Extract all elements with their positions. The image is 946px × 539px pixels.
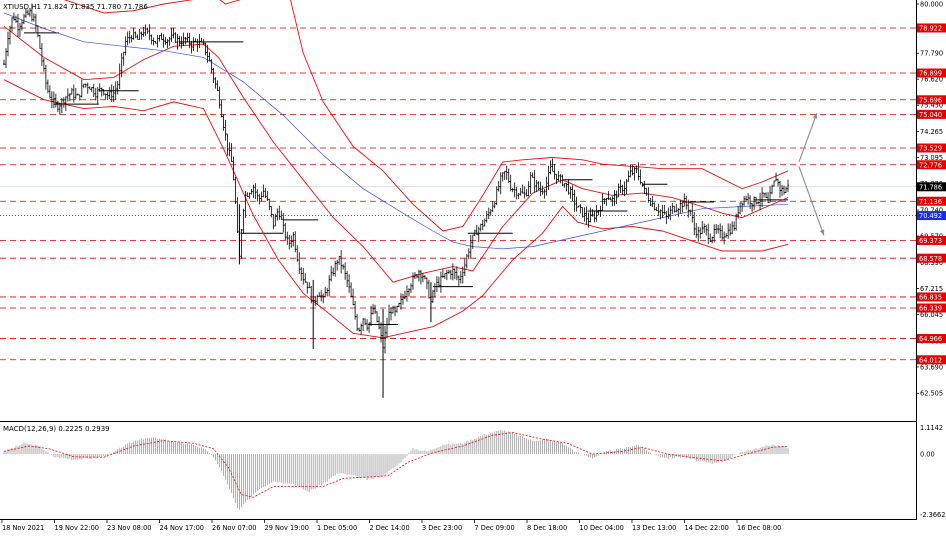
time-label-3: 24 Nov 17:00 (160, 524, 204, 532)
level-labels: 78.922 76.899 75.696 75.040 73.529 72.776 71.1… (917, 23, 946, 364)
level-label-0: 78.922 (919, 25, 942, 33)
time-label-11: 10 Dec 04:00 (580, 524, 624, 532)
bollinger-lower-line (3, 79, 789, 339)
level-tag-12 (917, 355, 946, 365)
moving-average-line (3, 12, 789, 250)
macd-signal-line (3, 432, 789, 498)
time-label-5: 29 Nov 19:00 (265, 524, 309, 532)
price-tick-label-0: 80.000 (920, 0, 943, 8)
time-label-6: 1 Dec 05:00 (317, 524, 357, 532)
level-label-7: 69.373 (919, 237, 942, 245)
time-label-2: 23 Nov 08:00 (107, 524, 151, 532)
candles (3, 3, 789, 398)
last-price-tag (917, 211, 946, 221)
price-tick-label-14: 63.690 (920, 363, 943, 371)
macd-pane[interactable]: MACD(12,26,9) 0.2225 0.2939 1.1142 0.00 -2… (3, 424, 945, 519)
projection-arrowhead-0 (812, 113, 818, 120)
level-label-10: 66.339 (919, 305, 942, 313)
horizontal-levels (0, 27, 916, 361)
level-tag-8 (917, 253, 946, 263)
time-label-8: 3 Dec 23:00 (422, 524, 462, 532)
level-tag-2 (917, 95, 946, 105)
time-axis: 18 Nov 2021 19 Nov 22:00 23 Nov 08:00 24 No… (1, 520, 781, 532)
macd-scale-label-0: 1.1142 (920, 424, 943, 432)
price-tick-label-3: 76.620 (920, 76, 943, 84)
level-label-9: 66.835 (919, 294, 942, 302)
level-tag-0 (917, 23, 946, 33)
level-tag-11 (917, 334, 946, 344)
price-tick-label-2: 77.790 (920, 50, 943, 58)
level-label-5: 72.776 (919, 161, 942, 169)
time-label-14: 16 Dec 08:00 (737, 524, 781, 532)
level-tag-4 (917, 143, 946, 153)
last-price-label: 70.492 (919, 212, 942, 220)
time-label-9: 7 Dec 09:00 (475, 524, 515, 532)
price-tick-label-11: 67.215 (920, 285, 943, 293)
current-price-label: 71.786 (919, 183, 942, 191)
time-label-12: 13 Dec 13:00 (632, 524, 676, 532)
level-label-1: 76.899 (919, 70, 942, 78)
projection-arrows (798, 112, 825, 236)
level-label-4: 73.529 (919, 145, 942, 153)
time-label-4: 26 Nov 07:00 (212, 524, 256, 532)
price-tick-label-5: 74.265 (920, 128, 943, 136)
current-price-tag (917, 182, 946, 192)
level-tag-3 (917, 109, 946, 119)
price-tick-label-4: 75.450 (920, 102, 943, 110)
level-tag-9 (917, 292, 946, 302)
price-tick-label-8: 70.740 (920, 206, 943, 214)
projection-arrow-1 (798, 166, 825, 236)
price-tick-label-6: 73.095 (920, 154, 943, 162)
macd-label: MACD(12,26,9) 0.2225 0.2939 (3, 425, 110, 433)
level-label-11: 64.966 (919, 335, 942, 343)
projection-arrowhead-1 (819, 229, 825, 236)
level-label-2: 75.696 (919, 96, 942, 104)
time-label-1: 19 Nov 22:00 (55, 524, 99, 532)
level-label-12: 64.012 (919, 356, 942, 364)
bollinger-upper-line (63, 0, 789, 232)
indicators (3, 0, 789, 339)
symbol-info: XTIUSD,H1 71.824 71.835 71.780 71.786 (3, 3, 148, 11)
macd-axis: 1.1142 0.00 -2.3662 (920, 424, 945, 519)
projection-arrow-0 (798, 112, 818, 163)
level-tag-10 (917, 303, 946, 313)
level-tag-6 (917, 196, 946, 206)
level-label-8: 68.578 (919, 255, 942, 263)
price-tick-label-12: 66.045 (920, 311, 943, 319)
time-label-13: 14 Dec 22:00 (685, 524, 729, 532)
level-tag-7 (917, 235, 946, 245)
price-pane[interactable]: XTIUSD,H1 71.824 71.835 71.780 71.786 (0, 0, 916, 398)
level-label-6: 71.136 (919, 198, 942, 206)
macd-scale-label-1: 0.00 (920, 450, 935, 458)
macd-histogram (3, 430, 789, 510)
level-tag-1 (917, 68, 946, 78)
level-tag-5 (917, 160, 946, 170)
level-label-3: 75.040 (919, 111, 942, 119)
price-tick-label-10: 68.390 (920, 259, 943, 267)
time-label-0: 18 Nov 2021 (2, 524, 44, 532)
macd-signal (3, 432, 789, 498)
time-label-7: 2 Dec 14:00 (370, 524, 410, 532)
price-tick-label-15: 62.505 (920, 390, 943, 398)
time-label-10: 8 Dec 18:00 (527, 524, 567, 532)
macd-scale-label-2: -2.3662 (920, 511, 945, 519)
